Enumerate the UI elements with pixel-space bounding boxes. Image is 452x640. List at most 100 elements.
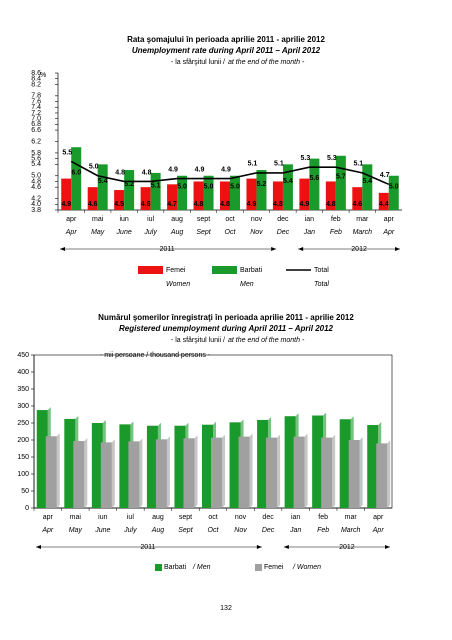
- y-tick-label: 5.6: [31, 155, 41, 162]
- y-tick-label: 8.6: [31, 70, 41, 77]
- bar-side: [139, 438, 143, 508]
- page-number: 132: [220, 605, 232, 612]
- x-tick-label-en: Dec: [277, 229, 290, 236]
- bar: [202, 424, 213, 508]
- y-tick-label: 50: [21, 488, 29, 495]
- y-tick-label: 6.6: [31, 127, 41, 134]
- line-value-label: 5.1: [248, 161, 258, 168]
- bar-value-label: 4.8: [194, 201, 204, 208]
- x-tick-label-en: Apr: [65, 229, 78, 236]
- line-value-label: 5.3: [301, 155, 311, 162]
- y-tick-label: 4.8: [31, 178, 41, 185]
- x-tick-label-en: Sept: [196, 229, 211, 236]
- x-tick-label-en: July: [143, 229, 157, 236]
- bar: [339, 419, 351, 508]
- bar-side: [332, 434, 336, 508]
- arrow-head: [256, 545, 262, 549]
- bar-value-label: 5.2: [257, 181, 267, 188]
- bar: [266, 437, 278, 508]
- bar-value-label: 4.6: [352, 201, 362, 208]
- bar: [91, 423, 103, 508]
- x-tick-label-en: Aug: [151, 527, 165, 534]
- bar: [362, 164, 373, 210]
- bar: [211, 437, 222, 508]
- legend-label: Femei: [264, 564, 284, 571]
- arrow-head: [283, 545, 289, 549]
- x-tick-label: iun: [119, 216, 128, 223]
- x-tick-label-en: July: [123, 527, 137, 534]
- x-tick-label-en: June: [94, 527, 110, 534]
- arrow-head: [36, 545, 41, 549]
- x-tick-label: nov: [251, 216, 263, 223]
- bar: [257, 419, 269, 508]
- y-tick-label: 450: [17, 352, 29, 359]
- x-tick-label: ian: [305, 216, 314, 223]
- x-tick-label-en: Jan: [289, 527, 301, 534]
- x-tick-label: mar: [356, 216, 369, 223]
- bar-side: [194, 435, 198, 508]
- line-value-label: 5.0: [89, 164, 99, 171]
- y-tick-label: 350: [17, 386, 29, 393]
- x-tick-label-en: June: [116, 229, 132, 236]
- group-label: 2012: [351, 246, 367, 253]
- y-tick-label: 3.8: [31, 207, 41, 214]
- x-tick-label: iul: [147, 216, 154, 223]
- bar-side: [359, 437, 363, 508]
- x-tick-label-en: March: [341, 527, 361, 534]
- bar-value-label: 4.6: [141, 201, 151, 208]
- bar: [321, 437, 333, 508]
- line-value-label: 4.7: [380, 172, 390, 179]
- legend-swatch: [138, 266, 163, 274]
- bar: [167, 184, 178, 210]
- bar: [119, 424, 131, 508]
- bar: [174, 425, 186, 508]
- legend-swatch: [212, 266, 237, 274]
- bar-value-label: 4.7: [167, 201, 177, 208]
- line-value-label: 5.1: [353, 161, 363, 168]
- y-unit: - mii persoane / thousand persons -: [100, 352, 211, 359]
- x-tick-label-en: Oct: [225, 229, 237, 236]
- bar-side: [166, 436, 170, 508]
- x-tick-label-en: Jan: [303, 229, 315, 236]
- legend-swatch: [155, 564, 162, 571]
- x-tick-label: apr: [384, 216, 395, 223]
- y-tick-label: 6.2: [31, 138, 41, 145]
- x-tick-label: apr: [373, 514, 384, 521]
- bar: [352, 187, 363, 210]
- chart-subtitle-en: at the end of the month -: [228, 337, 305, 344]
- y-tick-label: 7.4: [31, 104, 41, 111]
- bar: [312, 415, 324, 508]
- line-value-label: 4.8: [142, 169, 152, 176]
- bar: [238, 436, 250, 508]
- x-tick-label-en: May: [91, 229, 105, 236]
- arrow-head: [395, 247, 400, 251]
- chart-title-en: Registered unemployment during April 201…: [119, 324, 334, 333]
- bar: [335, 155, 346, 210]
- bar: [193, 181, 204, 210]
- bar: [155, 439, 167, 508]
- bar-side: [249, 433, 253, 508]
- bar: [71, 147, 82, 210]
- bar-value-label: 5.4: [283, 178, 293, 185]
- x-tick-label-en: Oct: [208, 527, 220, 534]
- line-value-label: 5.5: [62, 149, 72, 156]
- bar-side: [387, 440, 391, 508]
- bar: [128, 441, 140, 508]
- x-tick-label: sept: [197, 216, 210, 223]
- x-tick-label: ian: [291, 514, 300, 521]
- x-tick-label-en: Nov: [250, 229, 263, 236]
- bar-side: [111, 439, 115, 508]
- bar-value-label: 6.0: [71, 169, 81, 176]
- legend-label-en: Men: [240, 281, 254, 288]
- arrow-head: [298, 247, 304, 251]
- y-tick-label: 5.8: [31, 150, 41, 157]
- bar-side: [84, 438, 88, 508]
- bar-value-label: 4.8: [220, 201, 230, 208]
- bar: [100, 442, 112, 508]
- legend-label: Femei: [166, 267, 186, 274]
- bar: [272, 181, 283, 210]
- bar-value-label: 5.0: [230, 184, 240, 191]
- line-value-label: 4.8: [115, 169, 125, 176]
- legend-label: Total: [314, 267, 329, 274]
- group-label: 2011: [140, 544, 155, 551]
